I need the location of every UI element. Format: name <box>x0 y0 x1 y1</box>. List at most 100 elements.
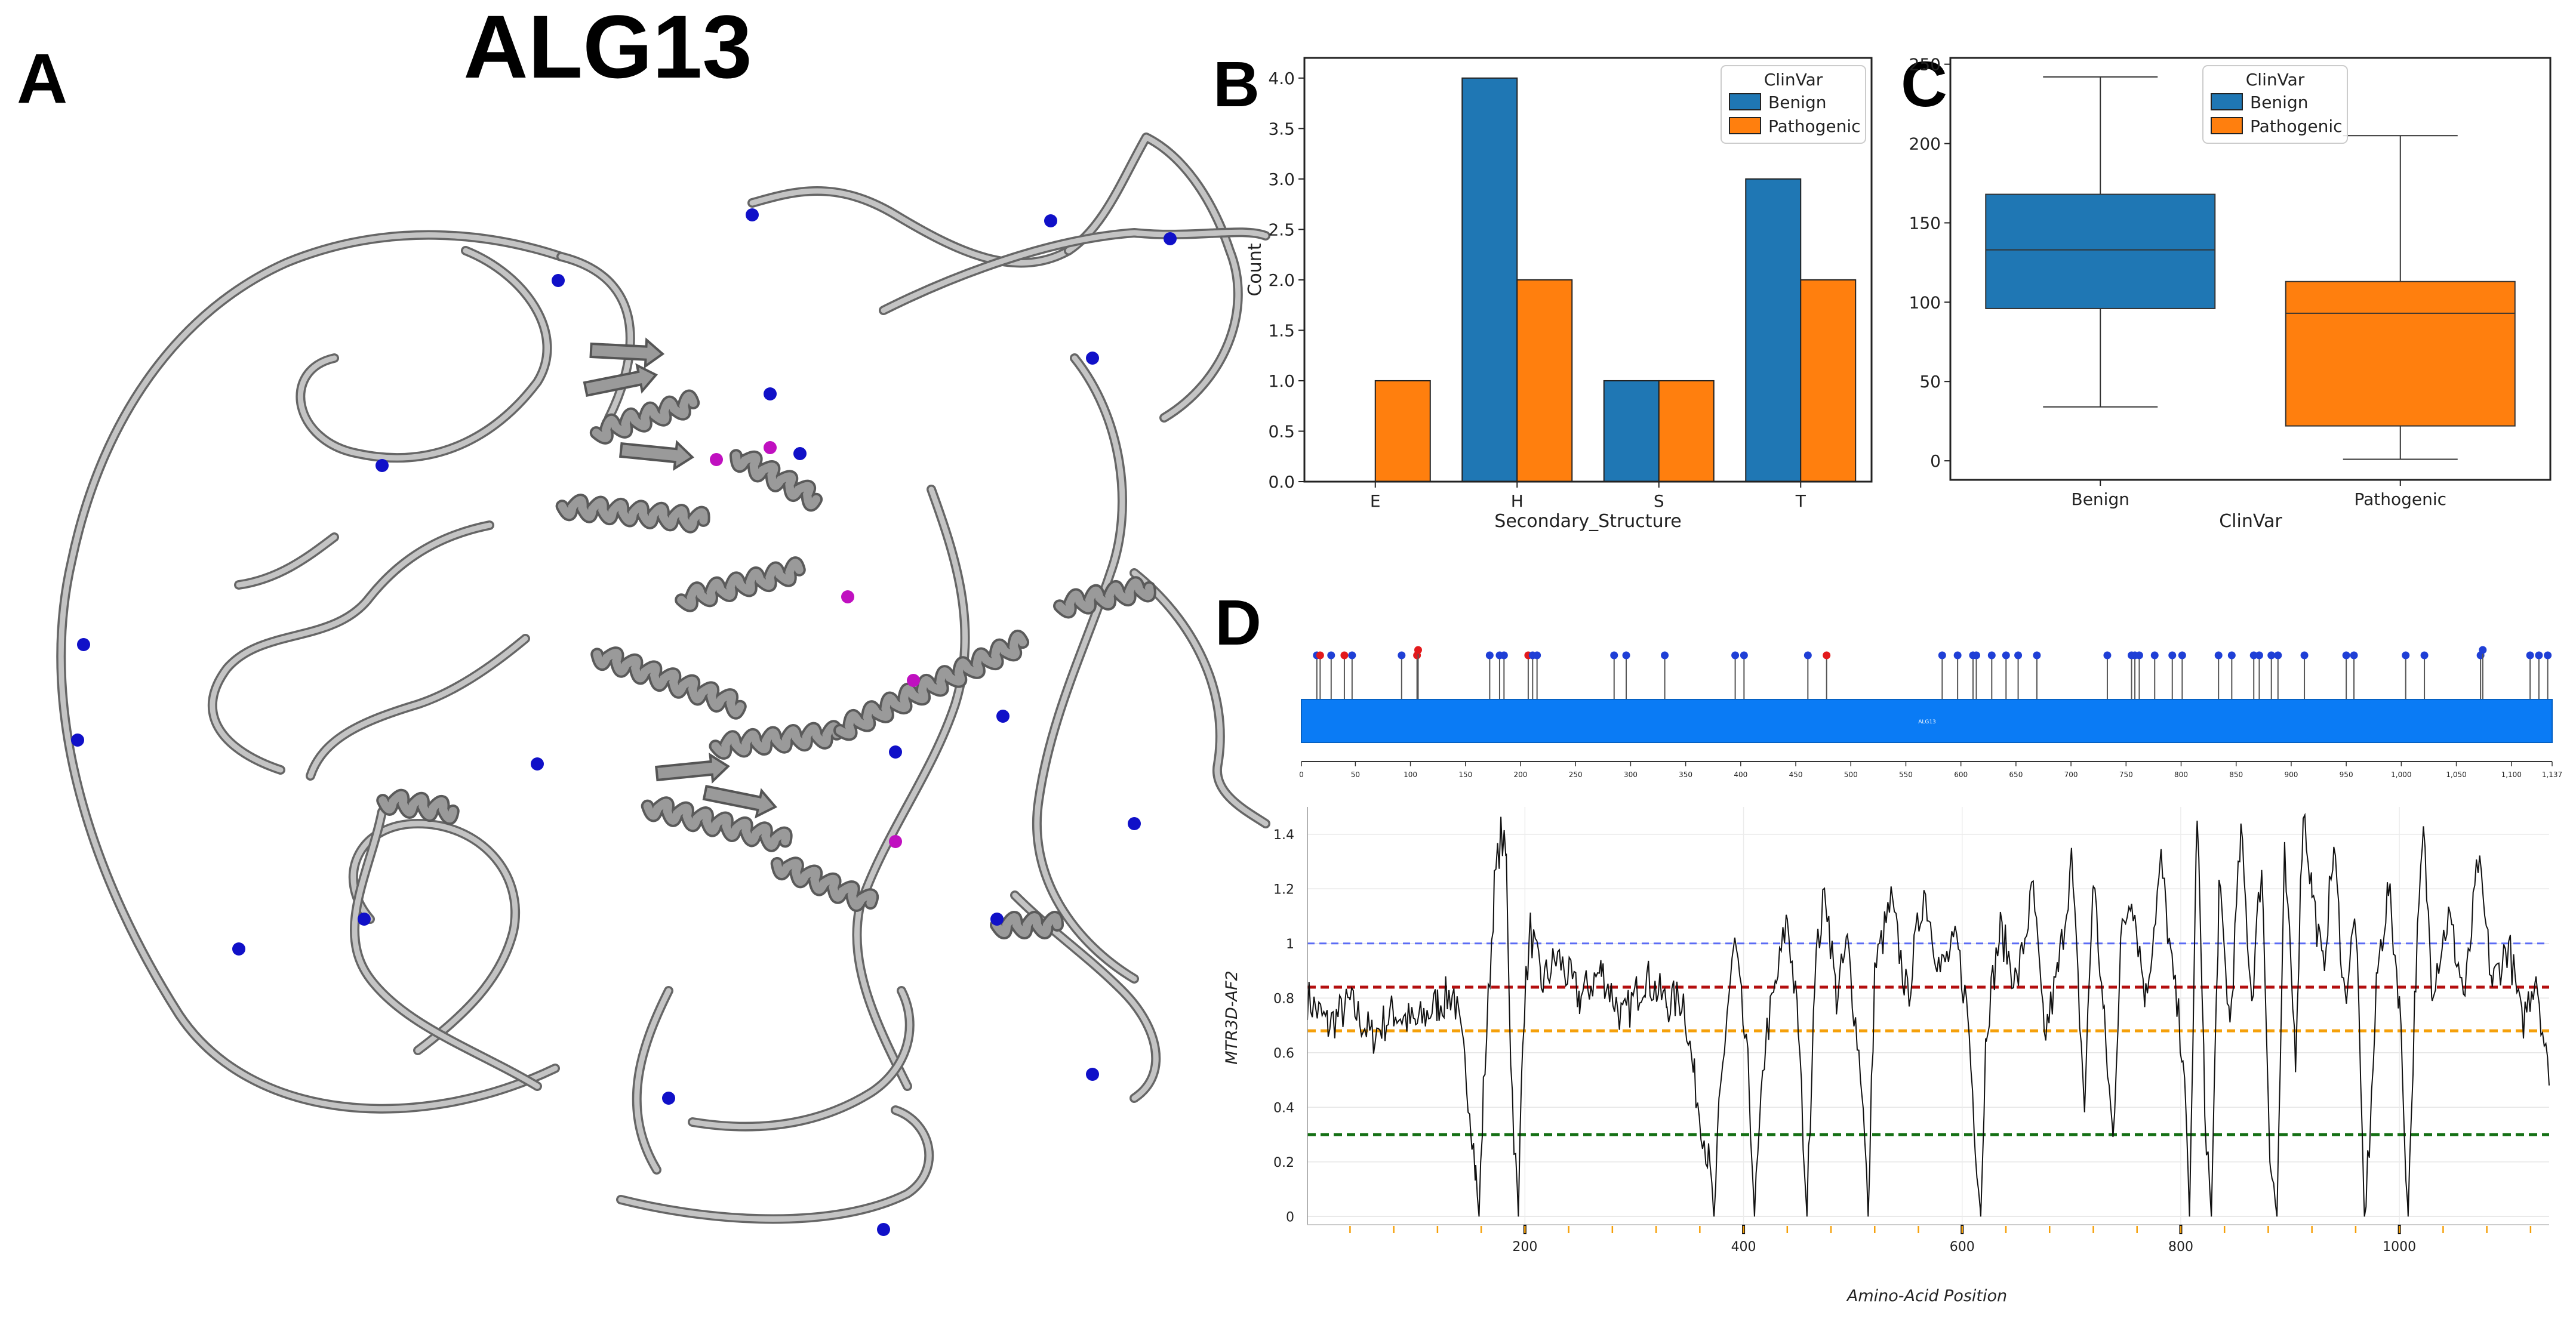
chart-b-bar-pathogenic-H <box>1516 279 1573 482</box>
chart-b-legend-pathogenic: Pathogenic <box>1768 116 1861 136</box>
structure-benign-site <box>376 459 389 472</box>
lollipop-xtick-label: 50 <box>1351 771 1360 779</box>
lollipop-xtick-label: 400 <box>1734 771 1747 779</box>
chart-c-legend-swatch-benign <box>2211 93 2243 110</box>
structure-helix <box>731 451 821 510</box>
lollipop-head-benign <box>1327 651 1335 660</box>
structure-loop <box>881 229 1269 313</box>
panel-b: B 0.00.51.01.52.02.53.03.54.0E H S T Count … <box>1213 48 1873 532</box>
chart-b-ytick-label: 0.0 <box>1268 472 1295 492</box>
chart-b-ytick-label: 2.5 <box>1268 220 1295 239</box>
line-plot-ytick-label: 0.6 <box>1273 1046 1294 1061</box>
panel-d: D ALG13 0 50 100 150 200 250 300 350 400 450 500 55… <box>1215 586 2562 1305</box>
structure-helix <box>677 559 804 610</box>
structure-benign-site <box>662 1092 675 1105</box>
lollipop-head-benign <box>2479 646 2487 654</box>
structure-loop <box>1131 570 1269 827</box>
structure-benign-site <box>1164 232 1177 245</box>
chart-b-bar-pathogenic-E <box>1374 380 1431 483</box>
chart-b-xtick-label: E <box>1370 491 1381 511</box>
structure-benign-site <box>358 913 371 926</box>
chart-c-box-benign <box>1985 193 2216 309</box>
lollipop-head-benign <box>2526 651 2534 660</box>
structure-helix <box>643 799 790 850</box>
lollipop-head-benign <box>1348 651 1356 660</box>
chart-b-bar-pathogenic-S <box>1658 380 1715 483</box>
structure-helix <box>558 496 708 531</box>
chart-b-bar-benign-S <box>1603 380 1660 483</box>
lollipop-xtick-label: 500 <box>1844 771 1858 779</box>
chart-b-xtick-label: H <box>1511 491 1524 511</box>
protein-domain-bar <box>1301 699 2553 743</box>
line-plot-xlabel: Amino-Acid Position <box>1846 1287 2007 1305</box>
structure-strand <box>589 337 665 369</box>
lollipop-head-benign <box>2227 651 2236 660</box>
lollipop-head-benign <box>2350 651 2358 660</box>
structure-pathogenic-site <box>841 590 854 603</box>
chart-b-ylabel: Count <box>1245 243 1266 296</box>
chart-b-ytick-label: 1.0 <box>1268 371 1295 391</box>
lollipop-xtick-label: 1,137 <box>2542 771 2562 779</box>
chart-c-ytick-label: 200 <box>1909 134 1941 154</box>
lollipop-xtick-label: 300 <box>1624 771 1638 779</box>
lollipop-head-benign <box>2002 651 2010 660</box>
structure-helix <box>711 722 841 757</box>
structure-pathogenic-site <box>764 441 777 454</box>
lollipop-head-benign <box>2342 651 2350 660</box>
lollipop-head-benign <box>2249 651 2258 660</box>
chart-c-frame <box>1949 57 2552 481</box>
lollipop-xtick-label: 700 <box>2064 771 2078 779</box>
lollipop-xtick-label: 1,100 <box>2501 771 2522 779</box>
lollipop-head-benign <box>1485 651 1494 660</box>
lollipop-head-pathogenic <box>1316 651 1324 660</box>
structure-benign-site <box>531 757 544 771</box>
structure-benign-site <box>1086 352 1099 365</box>
lollipop-xtick-label: 850 <box>2229 771 2243 779</box>
lollipop-xtick-label: 800 <box>2174 771 2188 779</box>
structure-loop <box>236 534 337 588</box>
structure-loop <box>350 821 518 1053</box>
lollipop-xtick-label: 1,050 <box>2446 771 2466 779</box>
lollipop-head-benign <box>2402 651 2410 660</box>
structure-benign-site <box>232 942 245 956</box>
structure-benign-site <box>1044 214 1057 227</box>
chart-b-ytick-label: 1.5 <box>1268 320 1295 340</box>
chart-c-legend-swatch-pathogenic <box>2211 117 2243 134</box>
lollipop-head-benign <box>1661 651 1669 660</box>
line-plot-xtick-label: 600 <box>1950 1240 1975 1255</box>
chart-c-ytick-label: 100 <box>1909 292 1941 312</box>
structure-pathogenic-site <box>889 835 902 848</box>
lollipop-xtick-label: 100 <box>1404 771 1417 779</box>
chart-b-bar-pathogenic-T <box>1800 279 1857 482</box>
chart-b-legend-swatch-benign <box>1729 93 1761 110</box>
chart-c-xlabel: ClinVar <box>2219 511 2282 532</box>
line-plot-ytick-label: 0.2 <box>1273 1155 1294 1170</box>
structure-pathogenic-site <box>710 453 723 466</box>
chart-c-legend-benign: Benign <box>2250 93 2308 112</box>
lollipop-head-benign <box>1938 651 1946 660</box>
lollipop-xtick-label: 1,000 <box>2391 771 2411 779</box>
structure-helix <box>835 632 1027 739</box>
structure-strand <box>583 363 658 397</box>
lollipop-head-benign <box>2420 651 2429 660</box>
structure-helix <box>378 791 457 823</box>
structure-benign-site <box>1128 817 1141 830</box>
lollipop-head-benign <box>2544 651 2552 660</box>
lollipop-xtick-label: 950 <box>2340 771 2353 779</box>
chart-b-ytick-label: 4.0 <box>1268 69 1295 88</box>
lollipop-head-benign <box>2103 651 2112 660</box>
lollipop-head-benign <box>2150 651 2159 660</box>
lollipop-xtick-label: 250 <box>1569 771 1583 779</box>
chart-b-xlabel: Secondary_Structure <box>1494 511 1681 532</box>
panel-label-c: C <box>1901 48 1947 120</box>
structure-loop <box>307 636 528 779</box>
line-plot-ytick-label: 1 <box>1286 937 1294 952</box>
structure-benign-site <box>877 1223 890 1236</box>
lollipop-head-benign <box>1987 651 1996 660</box>
chart-b-xtick-label: S <box>1654 491 1664 511</box>
structure-loop <box>634 988 672 1173</box>
figure-title: ALG13 <box>463 0 752 97</box>
lollipop-head-benign <box>2178 651 2186 660</box>
structure-loop <box>854 486 968 1089</box>
line-plot-ytick-label: 0.4 <box>1273 1101 1294 1115</box>
